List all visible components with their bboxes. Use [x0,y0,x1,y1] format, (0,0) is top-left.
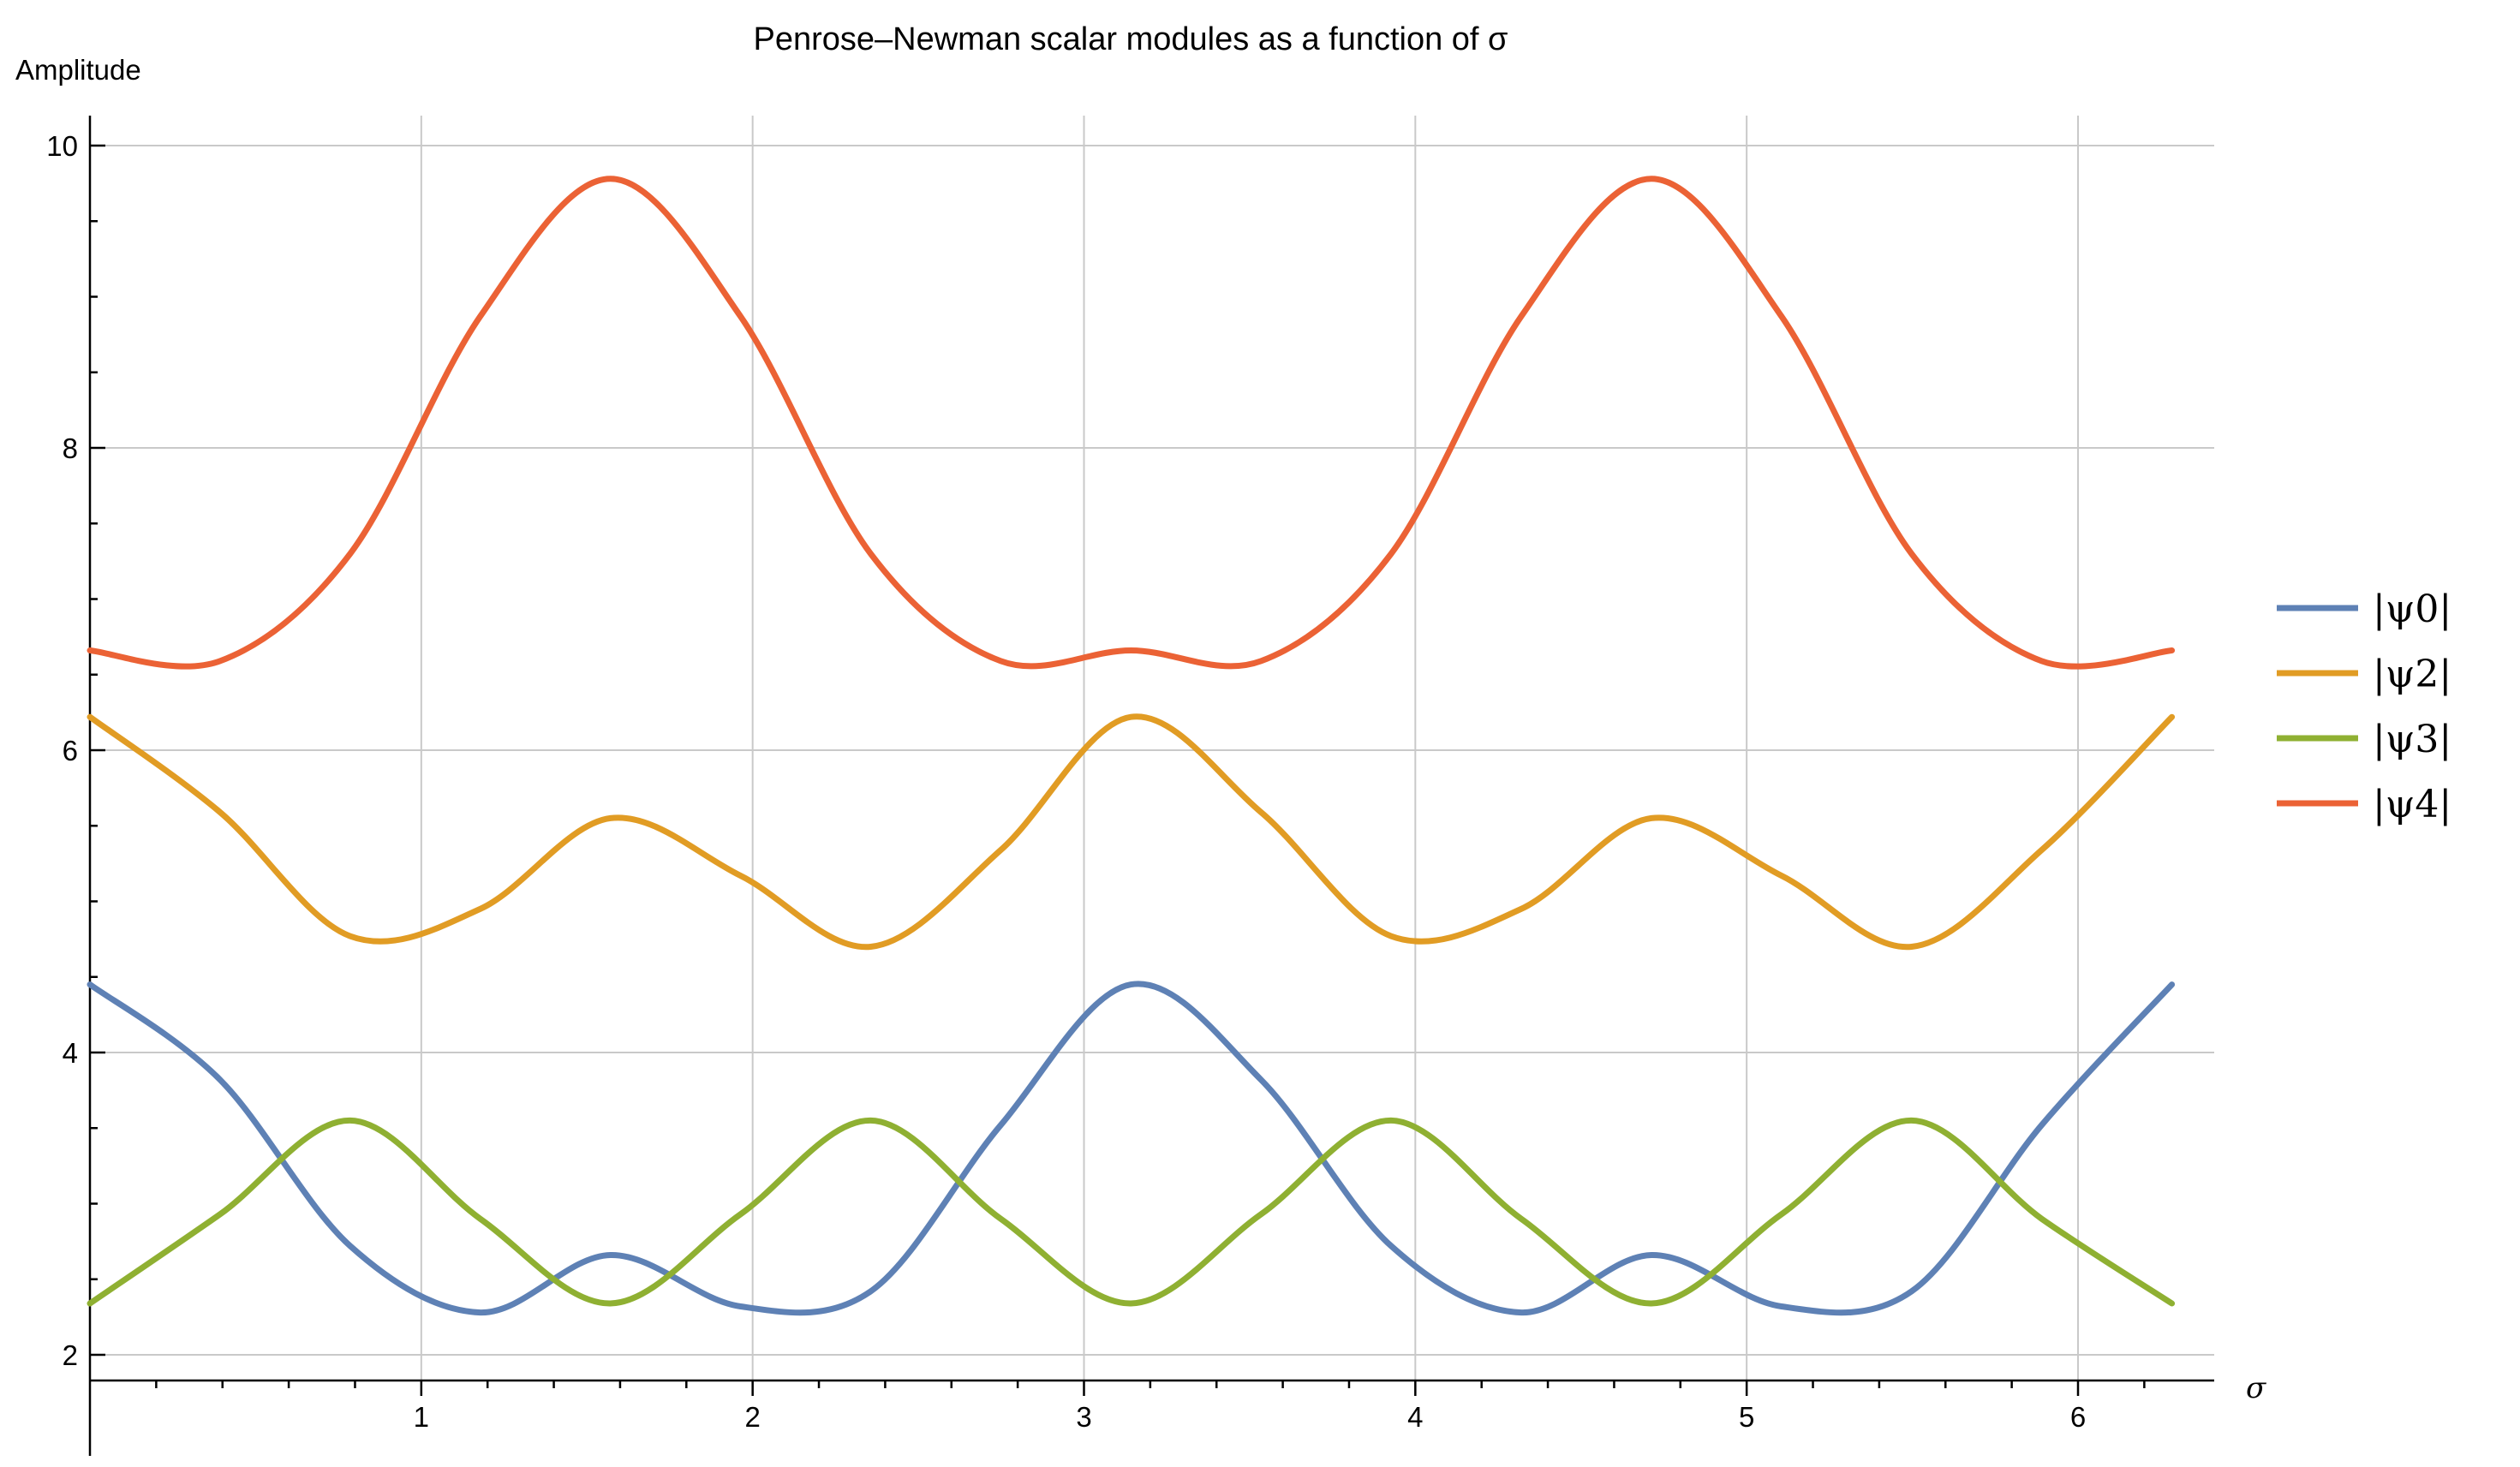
x-tick-label: 6 [2070,1401,2086,1433]
x-axis-label: σ [2246,1371,2266,1405]
ticks: 1 2 3 4 5 6 2 4 6 8 10 [46,130,2146,1433]
legend-label-2: |ψ3| [2373,718,2451,761]
x-tick-label: 2 [744,1401,760,1433]
y-tick-label: 10 [46,130,78,162]
legend-label-0: |ψ0| [2373,587,2451,631]
series-line-3 [87,176,2176,670]
x-tick-label: 1 [414,1401,429,1433]
x-tick-label: 3 [1076,1401,1091,1433]
grid [90,116,2214,1381]
y-tick-label: 4 [63,1037,78,1069]
axes [88,116,2214,1456]
y-tick-label: 2 [63,1339,78,1371]
x-tick-label: 5 [1739,1401,1754,1433]
y-axis-label: Amplitude [15,54,141,86]
chart-title: Penrose–Newman scalar modules as a funct… [753,21,1508,57]
series-line-1 [87,713,2176,951]
legend-label-1: |ψ2| [2373,653,2451,696]
legend: |ψ0| |ψ2| |ψ3| |ψ4| [2277,587,2451,826]
series-line-0 [87,981,2176,1316]
plot-area [87,176,2176,1316]
legend-label-3: |ψ4| [2373,783,2451,826]
x-tick-label: 4 [1407,1401,1423,1433]
y-tick-label: 8 [63,432,78,464]
series-line-2 [87,1117,2176,1307]
y-tick-label: 6 [63,735,78,766]
